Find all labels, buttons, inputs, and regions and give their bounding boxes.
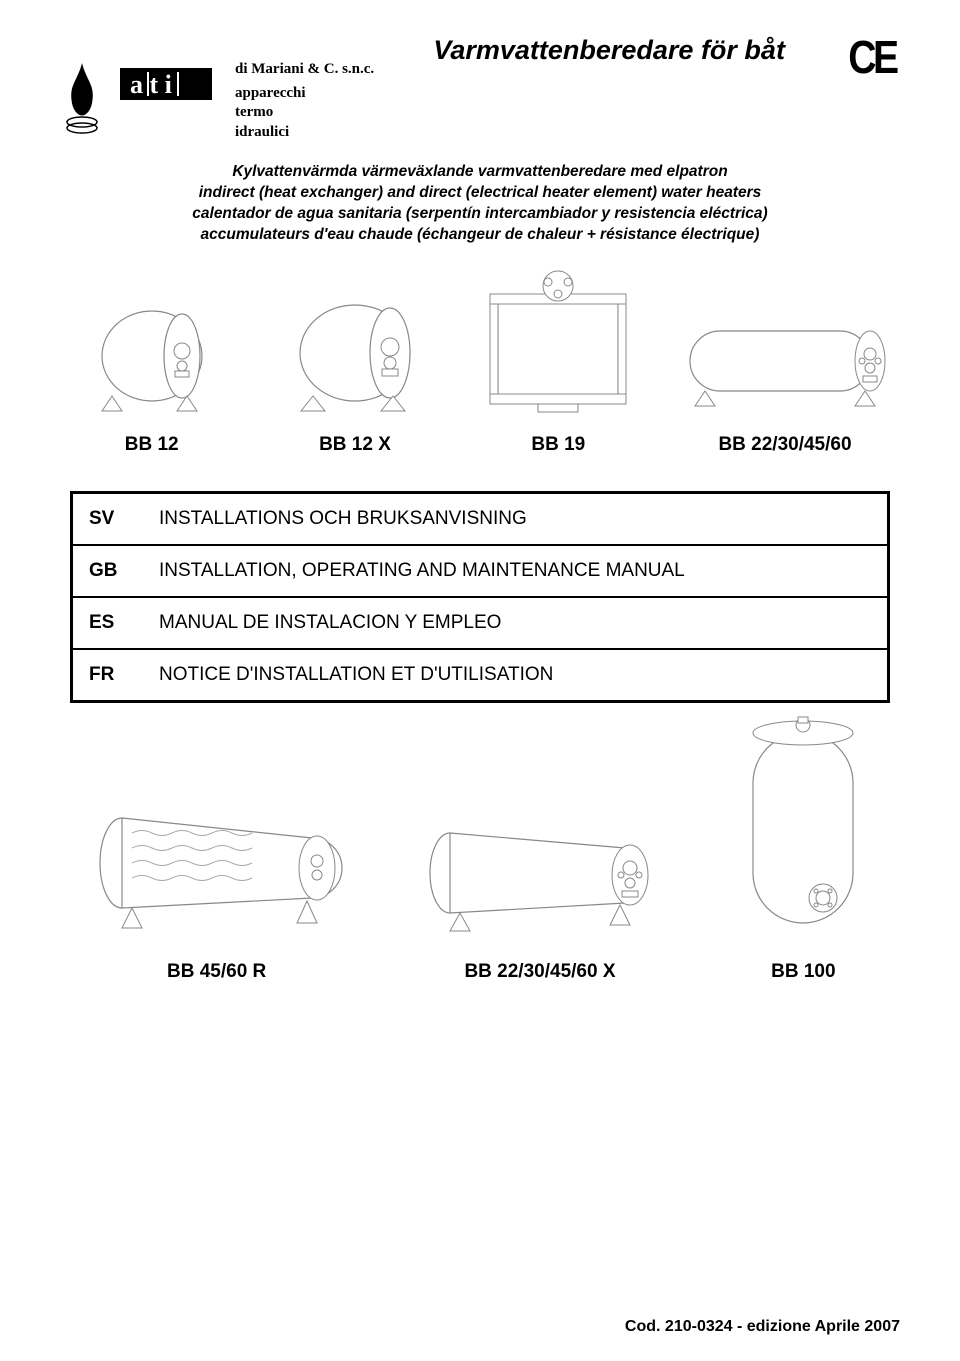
manual-row: SV INSTALLATIONS OCH BRUKSANVISNING (73, 494, 887, 546)
product-row-bottom: BB 45/60 R BB 22/30/45/60 X (60, 743, 900, 983)
product-item: BB 19 (467, 276, 650, 456)
ce-mark-icon: CE (848, 30, 896, 84)
description: Kylvattenvärmda värmeväxlande varmvatten… (90, 162, 870, 246)
header: a t i di Mariani & C. s.n.c. apparecchi … (60, 30, 900, 142)
manual-row: ES MANUAL DE INSTALACION Y EMPLEO (73, 598, 887, 650)
product-image-bb12 (60, 276, 243, 416)
product-label: BB 22/30/45/60 (670, 434, 900, 456)
desc-line3: calentador de agua sanitaria (serpentín … (90, 204, 870, 225)
desc-line4: accumulateurs d'eau chaude (échangeur de… (90, 225, 870, 246)
desc-line2: indirect (heat exchanger) and direct (el… (90, 183, 870, 204)
brand-line2: termo (235, 103, 374, 123)
product-image-bb22x (415, 743, 665, 943)
manual-text: MANUAL DE INSTALACION Y EMPLEO (143, 598, 887, 648)
product-label: BB 12 X (263, 434, 446, 456)
product-item: BB 22/30/45/60 X (415, 743, 665, 983)
product-image-bb100 (728, 743, 878, 943)
svg-text:a t i: a t i (130, 70, 172, 99)
brand-text: di Mariani & C. s.n.c. apparecchi termo … (235, 60, 374, 142)
product-item: BB 100 (728, 743, 878, 983)
brand-line3: idraulici (235, 123, 374, 143)
product-image-bb19 (467, 276, 650, 416)
brand-company: di Mariani & C. s.n.c. (235, 60, 374, 80)
product-label: BB 100 (728, 961, 878, 983)
manual-row: FR NOTICE D'INSTALLATION ET D'UTILISATIO… (73, 650, 887, 700)
main-title: Varmvattenberedare för båt (374, 35, 844, 66)
flame-icon (60, 60, 105, 140)
lang-code: ES (73, 598, 143, 648)
brand-line1: apparecchi (235, 84, 374, 104)
lang-code: FR (73, 650, 143, 700)
manual-text: NOTICE D'INSTALLATION ET D'UTILISATION (143, 650, 887, 700)
product-image-bb22 (670, 276, 900, 416)
product-label: BB 12 (60, 434, 243, 456)
manual-table: SV INSTALLATIONS OCH BRUKSANVISNING GB I… (70, 491, 890, 703)
lang-code: GB (73, 546, 143, 596)
product-row-top: BB 12 BB 12 X (60, 276, 900, 456)
product-item: BB 22/30/45/60 (670, 276, 900, 456)
product-label: BB 22/30/45/60 X (415, 961, 665, 983)
lang-code: SV (73, 494, 143, 544)
product-label: BB 45/60 R (82, 961, 352, 983)
product-item: BB 12 (60, 276, 243, 456)
brand-text-block: a t i (120, 60, 220, 113)
product-image-bb45r (82, 743, 352, 943)
manual-text: INSTALLATIONS OCH BRUKSANVISNING (143, 494, 887, 544)
title-block: Varmvattenberedare för båt (374, 30, 844, 66)
manual-text: INSTALLATION, OPERATING AND MAINTENANCE … (143, 546, 887, 596)
footer-code: Cod. 210-0324 - edizione Aprile 2007 (625, 1318, 900, 1336)
manual-row: GB INSTALLATION, OPERATING AND MAINTENAN… (73, 546, 887, 598)
product-item: BB 45/60 R (82, 743, 352, 983)
ati-logo-icon: a t i (120, 60, 220, 108)
product-label: BB 19 (467, 434, 650, 456)
desc-line1: Kylvattenvärmda värmeväxlande varmvatten… (90, 162, 870, 183)
logo-block: a t i di Mariani & C. s.n.c. apparecchi … (60, 60, 374, 142)
product-image-bb12x (263, 276, 446, 416)
product-item: BB 12 X (263, 276, 446, 456)
